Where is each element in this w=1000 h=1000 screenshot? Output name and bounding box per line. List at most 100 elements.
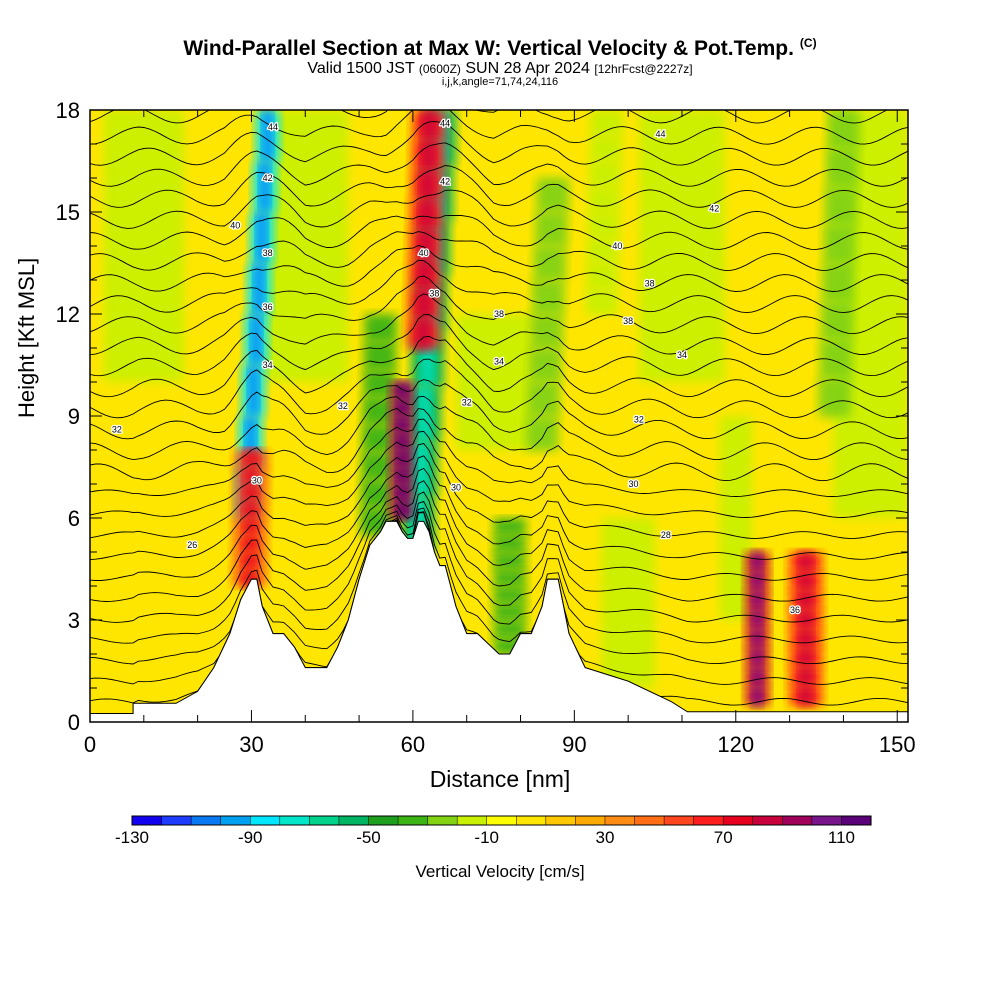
velocity-core: [256, 212, 268, 264]
theta-contour-line: [90, 110, 889, 124]
x-tick-label: 0: [84, 732, 96, 757]
theta-contour-line: [90, 507, 908, 665]
velocity-core: [243, 484, 259, 502]
colorbar-tick-label: -90: [238, 828, 263, 847]
velocity-core: [798, 628, 814, 649]
x-axis: 0 30 60 90 120 150: [84, 110, 916, 757]
velocity-core: [416, 318, 431, 349]
theta-contour-line: [90, 215, 908, 250]
velocity-feature: [536, 178, 569, 213]
velocity-feature: [364, 314, 397, 343]
velocity-core: [798, 609, 814, 630]
theta-contour-line: [90, 142, 908, 187]
velocity-core: [242, 535, 258, 553]
velocity-feature: [360, 479, 394, 509]
theta-label: 36: [790, 605, 800, 615]
terrain: [89, 520, 909, 723]
field-patch: [601, 518, 656, 688]
y-tick-label: 9: [68, 404, 80, 429]
theta-contour-line: [90, 121, 908, 166]
velocity-core: [751, 609, 763, 630]
y-tick-label: 12: [56, 302, 80, 327]
colorbar-swatch: [397, 815, 429, 826]
valid-utc: (0600Z): [418, 62, 461, 76]
velocity-core: [751, 647, 763, 668]
theta-label: 38: [263, 248, 273, 258]
velocity-feature: [493, 569, 526, 587]
velocity-core: [421, 110, 437, 141]
theta-contour-line: [90, 491, 908, 623]
theta-label: 40: [612, 241, 622, 251]
valid-prefix: Valid 1500 JST: [307, 60, 415, 77]
colorbar-swatch: [249, 815, 281, 826]
colorbar: -130 -90 -50 -10 30 70 110: [115, 815, 872, 847]
title-text: Wind-Parallel Section at Max W: Vertical…: [183, 37, 794, 60]
velocity-core: [242, 552, 258, 570]
velocity-core: [248, 365, 259, 417]
velocity-feature: [493, 620, 526, 638]
velocity-feature: [493, 603, 526, 621]
y-axis-label: Height [Kft MSL]: [14, 257, 39, 418]
colorbar-swatch: [782, 815, 813, 826]
field-patch: [455, 314, 532, 450]
colorbar-swatch: [456, 815, 488, 826]
velocity-core: [417, 258, 433, 290]
theta-label: 26: [187, 540, 197, 550]
velocity-feature: [588, 186, 621, 213]
y-tick-label: 15: [56, 200, 80, 225]
theta-label: 30: [252, 476, 262, 486]
velocity-field: [90, 110, 908, 722]
velocity-core: [751, 552, 763, 573]
colorbar-swatch: [722, 815, 754, 826]
theta-label: 32: [462, 397, 472, 407]
theta-label: 38: [429, 289, 439, 299]
colorbar-tick-label: 70: [714, 828, 733, 847]
theta-label: 32: [338, 401, 348, 411]
theta-contour-line: [90, 442, 908, 539]
velocity-core: [419, 199, 434, 230]
velocity-feature: [586, 263, 619, 290]
velocity-feature: [532, 280, 565, 315]
velocity-core: [396, 484, 407, 502]
velocity-feature: [818, 377, 851, 417]
velocity-core: [798, 590, 814, 611]
theta-contour-line: [90, 165, 908, 208]
theta-label: 42: [440, 176, 450, 186]
velocity-core: [418, 229, 434, 260]
velocity-feature: [535, 212, 568, 247]
velocity-feature: [823, 224, 856, 264]
colorbar-swatch: [368, 815, 399, 826]
theta-contour-line: [90, 245, 908, 292]
velocity-feature: [589, 135, 623, 162]
theta-label: 42: [263, 173, 273, 183]
velocity-core: [751, 685, 763, 706]
theta-contour-line: [90, 455, 908, 561]
x-tick-label: 30: [239, 732, 263, 757]
forecast-info: [12hrFcst@2227z]: [594, 62, 693, 76]
theta-contour-line: [90, 395, 908, 461]
velocity-feature: [493, 535, 526, 553]
velocity-core: [396, 450, 408, 468]
theta-label: 38: [623, 316, 633, 326]
velocity-feature: [526, 416, 559, 451]
colorbar-swatch: [811, 815, 842, 826]
velocity-feature: [587, 212, 620, 239]
theta-label: 40: [419, 248, 429, 258]
velocity-core: [417, 386, 432, 443]
x-axis-label: Distance [nm]: [429, 766, 571, 792]
velocity-feature: [585, 288, 618, 315]
velocity-feature: [820, 301, 854, 341]
colorbar-swatch: [575, 815, 606, 826]
velocity-core: [420, 139, 436, 171]
colorbar-swatch: [190, 815, 222, 826]
velocity-feature: [826, 148, 859, 188]
theta-label: 44: [268, 122, 278, 132]
theta-contour-line: [90, 407, 908, 482]
theta-label: 32: [112, 425, 122, 435]
colorbar-swatch: [427, 815, 458, 826]
velocity-core: [798, 647, 814, 668]
velocity-core: [262, 110, 273, 162]
colorbar-swatch: [663, 815, 695, 826]
velocity-feature: [361, 452, 394, 481]
